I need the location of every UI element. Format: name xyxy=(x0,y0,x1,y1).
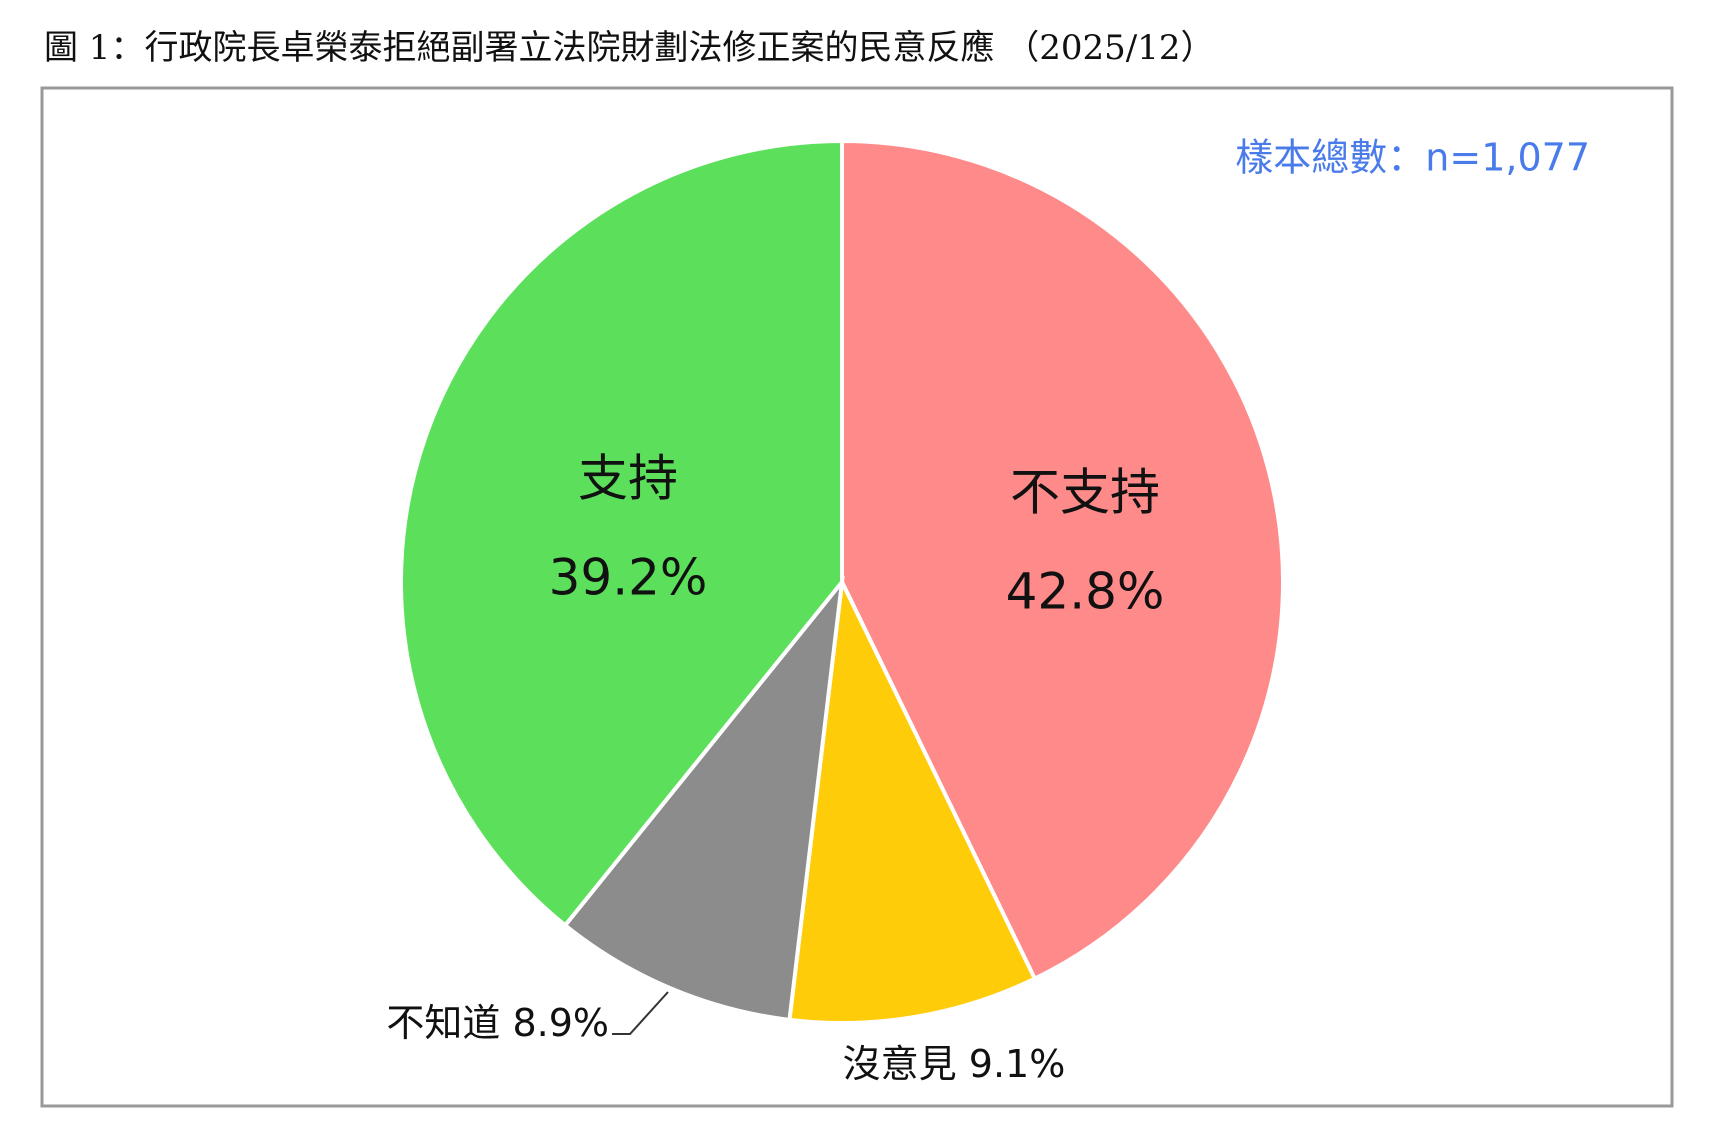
slice-label: 不知道 8.9% xyxy=(386,1001,609,1045)
slice-label: 支持 xyxy=(578,450,678,508)
annotation: 樣本總數：n=1,077 xyxy=(1235,136,1590,180)
value-label: 8.9% xyxy=(512,1001,609,1045)
value-label: 39.2% xyxy=(549,549,708,607)
slice-label: 沒意見 9.1% xyxy=(843,1042,1066,1086)
chart-title: 圖 1：行政院長卓榮泰拒絕副署立法院財劃法修正案的民意反應 （2025/12） xyxy=(44,28,1215,68)
category-label: 不知道 xyxy=(386,1001,500,1045)
leader-line xyxy=(612,991,669,1035)
pie-slice xyxy=(399,138,844,929)
value-label: 9.1% xyxy=(969,1042,1066,1086)
value-label: 42.8% xyxy=(1006,563,1165,621)
slice-label: 不支持 xyxy=(1010,464,1160,522)
pie-slice xyxy=(562,575,845,1023)
pie-slice xyxy=(787,575,1038,1025)
chart-frame xyxy=(40,86,1674,1108)
category-label: 沒意見 xyxy=(843,1042,957,1086)
pie-slice xyxy=(840,138,1285,982)
